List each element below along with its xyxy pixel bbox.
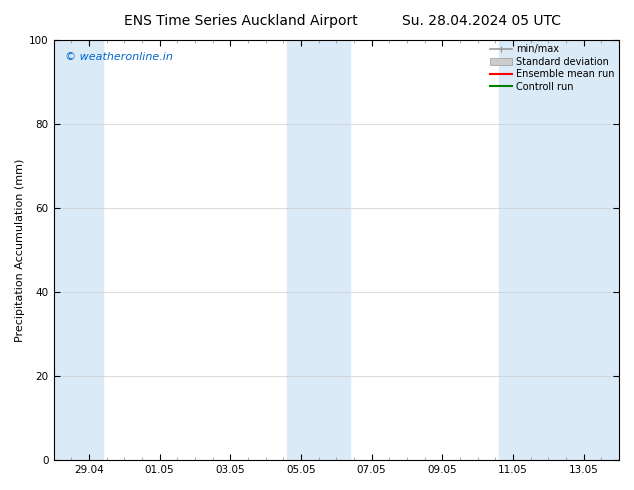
Legend: min/max, Standard deviation, Ensemble mean run, Controll run: min/max, Standard deviation, Ensemble me…: [488, 43, 616, 94]
Text: ENS Time Series Auckland Airport: ENS Time Series Auckland Airport: [124, 14, 358, 28]
Text: © weatheronline.in: © weatheronline.in: [65, 52, 173, 62]
Bar: [499, 40, 619, 460]
Text: Su. 28.04.2024 05 UTC: Su. 28.04.2024 05 UTC: [403, 14, 561, 28]
Bar: [287, 40, 351, 460]
Bar: [54, 40, 103, 460]
Y-axis label: Precipitation Accumulation (mm): Precipitation Accumulation (mm): [15, 158, 25, 342]
